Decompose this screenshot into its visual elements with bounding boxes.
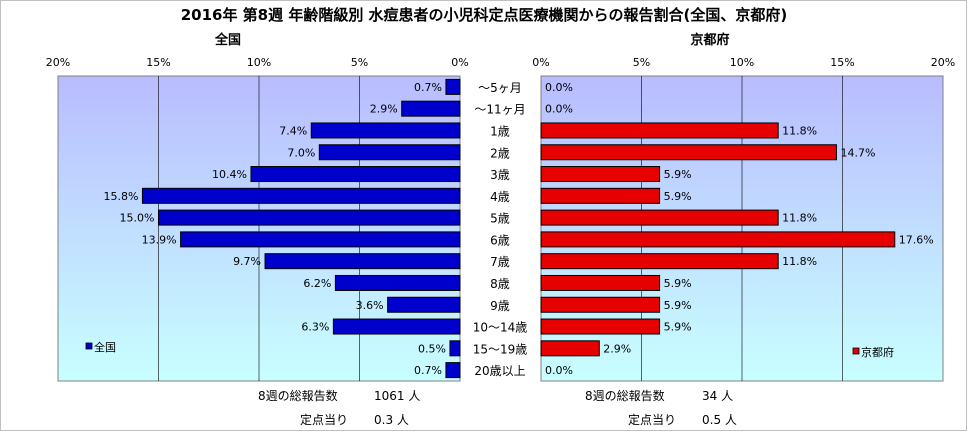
category-label: 2歳: [490, 146, 510, 160]
national-bar: [158, 209, 461, 226]
national-data-label: 7.0%: [287, 146, 315, 159]
national-data-label: 2.9%: [370, 103, 398, 116]
kyoto-per-value: 0.5 人: [702, 413, 737, 427]
kyoto-data-label: 0.0%: [545, 364, 573, 377]
national-bar: [250, 166, 461, 183]
national-total-value: 1061 人: [374, 389, 421, 403]
kyoto-data-label: 11.8%: [782, 255, 817, 268]
kyoto-bar: [540, 296, 661, 313]
national-total-label: 8週の総報告数: [258, 389, 338, 403]
category-label: ～5ヶ月: [478, 81, 522, 95]
kyoto-data-label: 14.7%: [840, 146, 875, 159]
national-data-label: 15.0%: [120, 212, 155, 225]
kyoto-tick-label: 0%: [532, 56, 549, 69]
kyoto-data-label: 0.0%: [545, 81, 573, 94]
national-data-label: 9.7%: [233, 255, 261, 268]
category-label: 3歳: [490, 168, 510, 182]
kyoto-bar: [540, 144, 837, 161]
kyoto-tick-label: 5%: [633, 56, 650, 69]
kyoto-bar: [540, 231, 896, 248]
national-data-label: 0.5%: [418, 342, 446, 355]
national-tick-label: 10%: [247, 56, 271, 69]
category-label: 1歳: [490, 124, 510, 138]
kyoto-data-label: 0.0%: [545, 103, 573, 116]
national-bar: [141, 187, 461, 204]
national-tick-label: 15%: [146, 56, 170, 69]
national-data-label: 0.7%: [414, 364, 442, 377]
kyoto-data-label: 5.9%: [664, 190, 692, 203]
kyoto-bar: [540, 340, 600, 357]
national-subtitle: 全国: [214, 32, 241, 48]
kyoto-bar: [540, 187, 661, 204]
kyoto-data-label: 11.8%: [782, 212, 817, 225]
national-tick-label: 20%: [46, 56, 70, 69]
category-label: 15～19歳: [473, 342, 528, 356]
category-label: 4歳: [490, 190, 510, 204]
kyoto-bar: [540, 318, 661, 335]
kyoto-data-label: 5.9%: [664, 168, 692, 181]
kyoto-tick-label: 10%: [730, 56, 754, 69]
national-data-label: 10.4%: [212, 168, 247, 181]
category-label: 8歳: [490, 277, 510, 291]
category-labels: ～5ヶ月 ～11ヶ月 1歳 2歳 3歳 4歳 5歳 6歳 7歳 8歳 9歳 10～14歳 15～19歳 2…: [473, 81, 528, 378]
national-tick-label: 5%: [351, 56, 368, 69]
category-label: 10～14歳: [473, 321, 528, 335]
national-bar: [334, 274, 461, 291]
national-per-value: 0.3 人: [374, 413, 409, 427]
kyoto-bar: [540, 122, 779, 139]
national-bar: [449, 340, 461, 357]
category-label: 7歳: [490, 255, 510, 269]
kyoto-data-label: 2.9%: [603, 342, 631, 355]
national-data-label: 7.4%: [279, 124, 307, 137]
category-label: 5歳: [490, 212, 510, 226]
kyoto-data-label: 17.6%: [899, 233, 934, 246]
national-data-label: 6.2%: [303, 277, 331, 290]
kyoto-bar: [540, 166, 661, 183]
national-legend-label: 全国: [94, 340, 116, 354]
national-data-label: 6.3%: [301, 321, 329, 334]
kyoto-per-label: 定点当り: [628, 413, 677, 427]
national-bar: [401, 100, 461, 117]
national-data-label: 0.7%: [414, 81, 442, 94]
national-per-label: 定点当り: [300, 413, 349, 427]
kyoto-bar: [540, 209, 779, 226]
national-bar: [387, 296, 461, 313]
national-tick-label: 0%: [451, 56, 468, 69]
national-chart: 20% 15% 10% 5% 0% 全国 0.7% 2.9% 7.4% 7.0% 10.4% 15.8…: [46, 32, 469, 382]
national-bar: [332, 318, 461, 335]
category-label: 9歳: [490, 299, 510, 313]
kyoto-data-label: 11.8%: [782, 124, 817, 137]
national-bar: [180, 231, 461, 248]
kyoto-total-value: 34 人: [702, 389, 734, 403]
kyoto-subtitle: 京都府: [690, 32, 729, 48]
kyoto-legend-swatch: [852, 347, 860, 355]
kyoto-bar: [540, 253, 779, 270]
national-legend-swatch: [85, 342, 93, 350]
national-bar: [445, 78, 461, 95]
kyoto-data-label: 5.9%: [664, 277, 692, 290]
kyoto-legend-label: 京都府: [861, 345, 894, 359]
national-bar: [318, 144, 461, 161]
national-bar: [310, 122, 461, 139]
category-label: 20歳以上: [474, 364, 525, 378]
kyoto-total-label: 8週の総報告数: [585, 389, 665, 403]
kyoto-tick-label: 15%: [830, 56, 854, 69]
kyoto-tick-label: 20%: [931, 56, 955, 69]
chart-title: 2016年 第8週 年齢階級別 水痘患者の小児科定点医療機関からの報告割合(全国…: [180, 6, 788, 24]
kyoto-data-label: 5.9%: [664, 299, 692, 312]
national-data-label: 13.9%: [142, 233, 177, 246]
national-bar: [445, 362, 461, 379]
national-data-label: 3.6%: [356, 299, 384, 312]
category-label: 6歳: [490, 233, 510, 247]
category-label: ～11ヶ月: [474, 103, 525, 117]
national-data-label: 15.8%: [103, 190, 138, 203]
kyoto-data-label: 5.9%: [664, 321, 692, 334]
national-bar: [264, 253, 461, 270]
kyoto-chart: 0% 5% 10% 15% 20% 京都府 0.0% 0.0% 11.8% 14.7% 5.9% 5.…: [532, 32, 955, 382]
kyoto-bar: [540, 274, 661, 291]
